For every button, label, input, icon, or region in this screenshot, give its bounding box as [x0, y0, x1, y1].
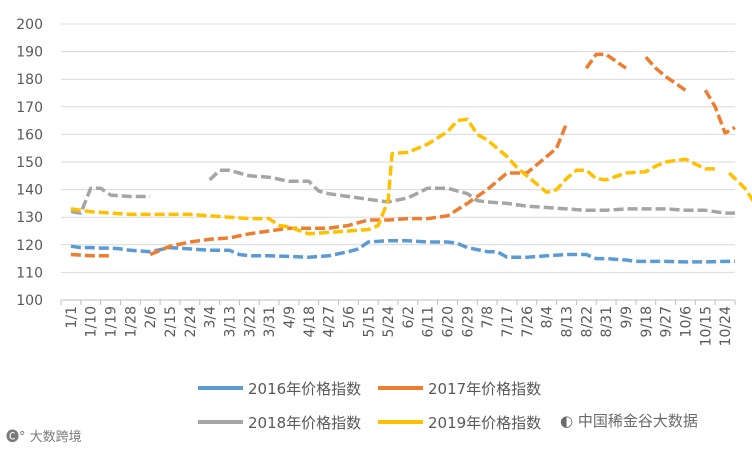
x-tick-label: 1/10 [84, 306, 100, 337]
y-tick-label: 110 [16, 265, 43, 281]
y-tick-label: 100 [16, 293, 43, 309]
watermark-left-text: 大数跨境 [29, 430, 82, 445]
x-tick-label: 8/4 [540, 306, 556, 329]
x-tick-label: 4/27 [322, 306, 338, 337]
x-tick-label: 4/9 [282, 306, 298, 329]
legend: 2016年价格指数 2017年价格指数 2018年价格指数 2019年价格指数 [198, 380, 541, 432]
x-tick-label: 3/4 [203, 306, 219, 329]
x-tick-label: 6/20 [441, 306, 457, 337]
x-tick-label: 4/18 [302, 306, 318, 337]
y-tick-label: 200 [16, 17, 43, 33]
x-tick-label: 6/2 [401, 306, 417, 329]
x-tick-label: 2/15 [163, 306, 179, 337]
logo-icon: 🅒° [6, 430, 26, 445]
x-tick-label: 5/15 [361, 306, 377, 337]
series-line-2 [70, 52, 736, 258]
legend-label: 2018年价格指数 [248, 414, 361, 432]
x-tick-label: 9/18 [639, 306, 655, 337]
x-tick-label: 2/6 [143, 306, 159, 329]
y-tick-label: 160 [16, 127, 43, 143]
x-tick-label: 6/29 [460, 306, 476, 337]
x-tick-label: 10/15 [698, 306, 714, 346]
legend-label: 2017年价格指数 [428, 380, 541, 398]
series-line-1 [70, 238, 735, 264]
x-tick-label: 3/13 [223, 306, 239, 337]
watermark-right: ◐ 中国稀金谷大数据 [560, 410, 698, 431]
x-tick-label: 3/22 [242, 306, 258, 337]
watermark-right-text: 中国稀金谷大数据 [577, 412, 698, 430]
gridlines [61, 23, 735, 273]
x-tick-label: 7/26 [520, 306, 536, 338]
x-tick-label: 9/27 [659, 306, 675, 337]
series-line-4 [70, 117, 752, 236]
x-tick-label: 8/13 [560, 306, 576, 337]
series-line-3 [70, 168, 735, 215]
x-tick-label: 1/19 [104, 306, 120, 337]
x-tick-label: 2/24 [183, 306, 199, 338]
x-tick-label: 6/11 [421, 306, 437, 337]
y-tick-label: 120 [16, 238, 43, 254]
legend-label: 2019年价格指数 [428, 414, 541, 432]
x-tick-label: 5/6 [341, 306, 357, 329]
y-tick-label: 130 [16, 210, 43, 226]
y-tick-label: 140 [16, 183, 43, 199]
x-tick-label: 3/31 [262, 306, 278, 337]
wechat-icon: ◐ [560, 412, 574, 430]
x-tick-label: 10/24 [718, 306, 734, 346]
y-tick-label: 150 [16, 155, 43, 171]
x-tick-label: 7/8 [480, 306, 496, 329]
y-axis-tick-labels: 100 110 120 130 140 150 160 170 180 190 200 [16, 17, 43, 309]
x-tick-label: 10/6 [678, 306, 694, 338]
y-tick-label: 190 [16, 45, 43, 61]
x-tick-label: 1/1 [64, 306, 80, 329]
x-tick-label: 1/28 [123, 306, 139, 337]
series-lines [70, 52, 752, 264]
x-tick-label: 5/24 [381, 306, 397, 338]
y-tick-label: 180 [16, 72, 43, 88]
legend-label: 2016年价格指数 [248, 380, 361, 398]
x-tick-label: 8/22 [579, 306, 595, 337]
x-tick-label: 8/31 [599, 306, 615, 337]
x-tick-label: 9/9 [619, 306, 635, 329]
watermark-left: 🅒° 大数跨境 [6, 426, 82, 445]
x-tick-label: 7/17 [500, 306, 516, 337]
x-axis: 1/1 1/10 1/19 1/28 2/6 2/15 2/24 3/4 3/13 3/22 3/3… [60, 299, 736, 346]
y-tick-label: 170 [16, 100, 43, 116]
